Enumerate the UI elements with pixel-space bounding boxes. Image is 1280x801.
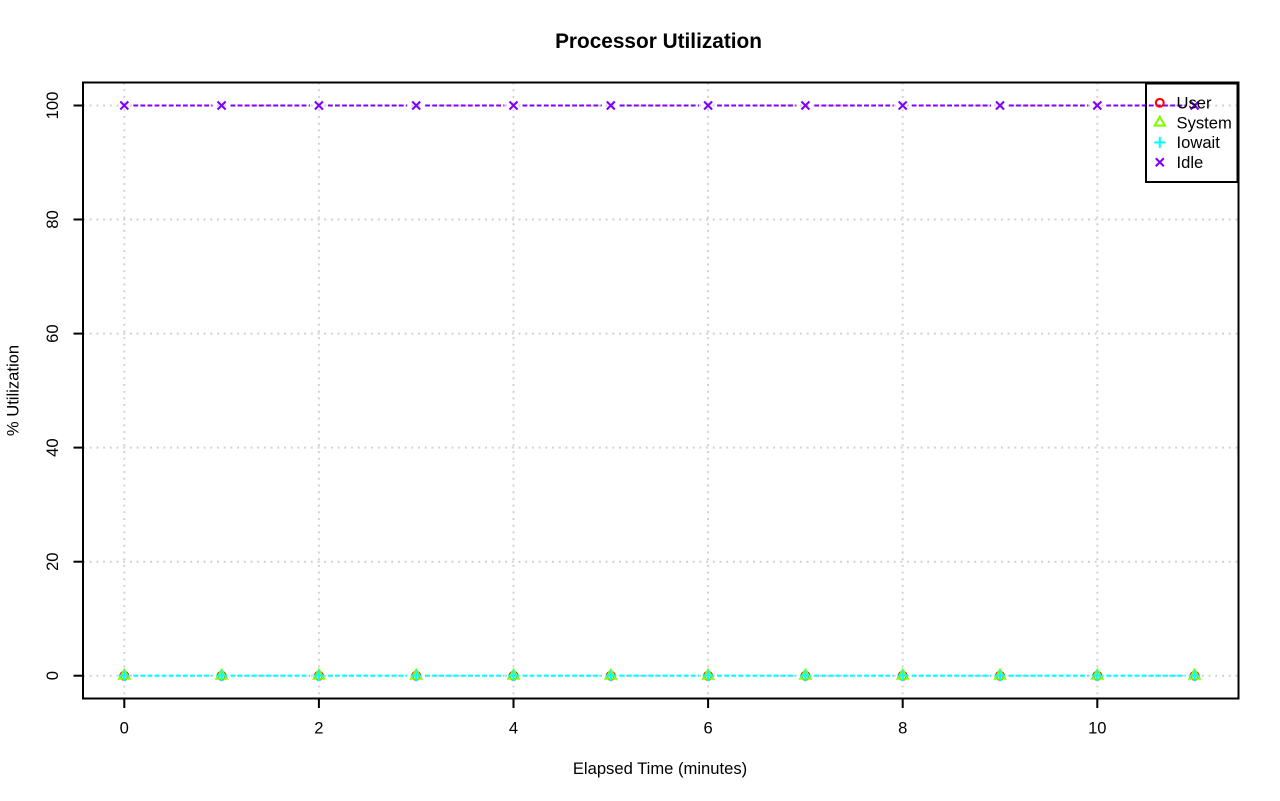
svg-text:80: 80	[43, 210, 62, 228]
svg-text:4: 4	[509, 718, 518, 737]
svg-text:Processor Utilization: Processor Utilization	[555, 30, 762, 53]
svg-text:2: 2	[314, 718, 323, 737]
svg-text:% Utilization: % Utilization	[3, 345, 22, 436]
svg-text:0: 0	[43, 671, 62, 680]
svg-text:Idle: Idle	[1177, 153, 1204, 172]
svg-text:20: 20	[43, 552, 62, 570]
svg-text:10: 10	[1088, 718, 1106, 737]
svg-text:60: 60	[43, 324, 62, 342]
svg-text:100: 100	[43, 92, 62, 120]
svg-text:System: System	[1177, 113, 1232, 132]
svg-text:User: User	[1177, 94, 1213, 113]
svg-text:6: 6	[703, 718, 712, 737]
svg-text:8: 8	[898, 718, 907, 737]
svg-text:40: 40	[43, 438, 62, 456]
svg-text:Elapsed Time (minutes): Elapsed Time (minutes)	[573, 759, 747, 778]
svg-text:0: 0	[120, 718, 129, 737]
svg-text:Iowait: Iowait	[1177, 133, 1221, 152]
